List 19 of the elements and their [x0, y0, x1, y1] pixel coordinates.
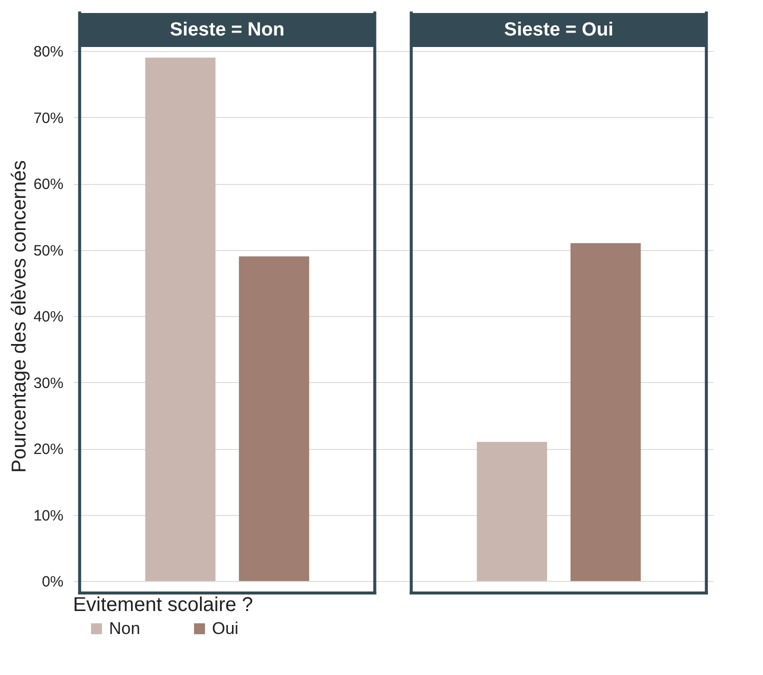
bar [570, 243, 641, 581]
y-tick-label: 70% [33, 110, 64, 127]
bar [238, 256, 310, 581]
bar [476, 442, 548, 581]
y-tick-label: 50% [33, 242, 64, 260]
legend-label: Oui [212, 618, 238, 638]
x-tick-label: Sieste = Non [170, 20, 284, 40]
y-tick-label: 20% [33, 441, 64, 458]
y-tick-label: 0% [42, 574, 64, 590]
y-tick-label: 40% [33, 308, 64, 326]
bar [145, 58, 216, 581]
y-tick-label: 10% [33, 507, 64, 524]
y-tick-label: 60% [33, 176, 64, 193]
y-axis-title: Pourcentage des élèves concernés [8, 160, 30, 473]
y-tick-label: 30% [33, 374, 64, 392]
legend-label: Non [109, 618, 140, 638]
legend-title: Evitement scolaire ? [72, 594, 254, 616]
y-tick-label: 80% [33, 44, 64, 60]
x-tick-label: Sieste = Oui [504, 20, 614, 40]
